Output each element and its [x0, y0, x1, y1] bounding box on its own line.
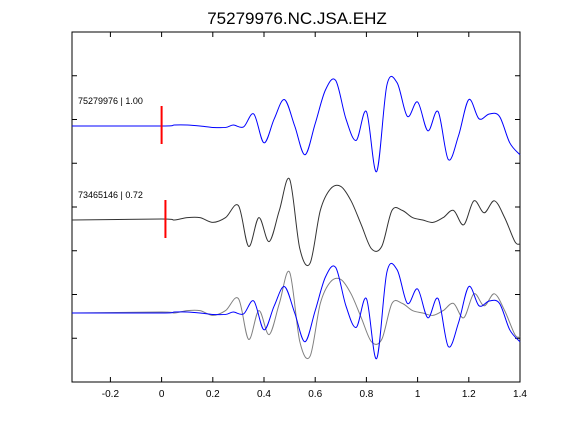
trace-1: 75279976 | 1.00: [71, 76, 521, 173]
trace-2: 73465146 | 0.72: [71, 177, 521, 267]
chart-title: 75279976.NC.JSA.EHZ: [207, 9, 387, 28]
trace-3: [71, 263, 521, 360]
plot-frame: [71, 31, 521, 383]
x-tick-label: 1: [415, 389, 421, 400]
y-ticks: [72, 75, 520, 339]
x-tick-label: 0.8: [359, 389, 373, 400]
trace-label: 73465146 | 0.72: [78, 190, 143, 200]
x-ticks: -0.2 0 0.2 0.4 0.6 0.8 1 1.2 1.4: [102, 32, 527, 400]
traces: 75279976 | 1.00 73465146 | 0.72: [71, 76, 521, 360]
trace-label: 75279976 | 1.00: [78, 96, 143, 106]
x-tick-label: 0.4: [257, 389, 271, 400]
x-tick-label: 0: [159, 389, 165, 400]
trace-line: [71, 177, 521, 267]
x-tick-label: -0.2: [102, 389, 120, 400]
x-tick-label: 0.6: [308, 389, 322, 400]
x-tick-label: 0.2: [206, 389, 220, 400]
x-tick-label: 1.2: [462, 389, 476, 400]
overlay-series-line: [71, 270, 521, 360]
overlay-series-line: [71, 263, 521, 360]
trace-line: [71, 76, 521, 173]
x-tick-label: 1.4: [513, 389, 527, 400]
